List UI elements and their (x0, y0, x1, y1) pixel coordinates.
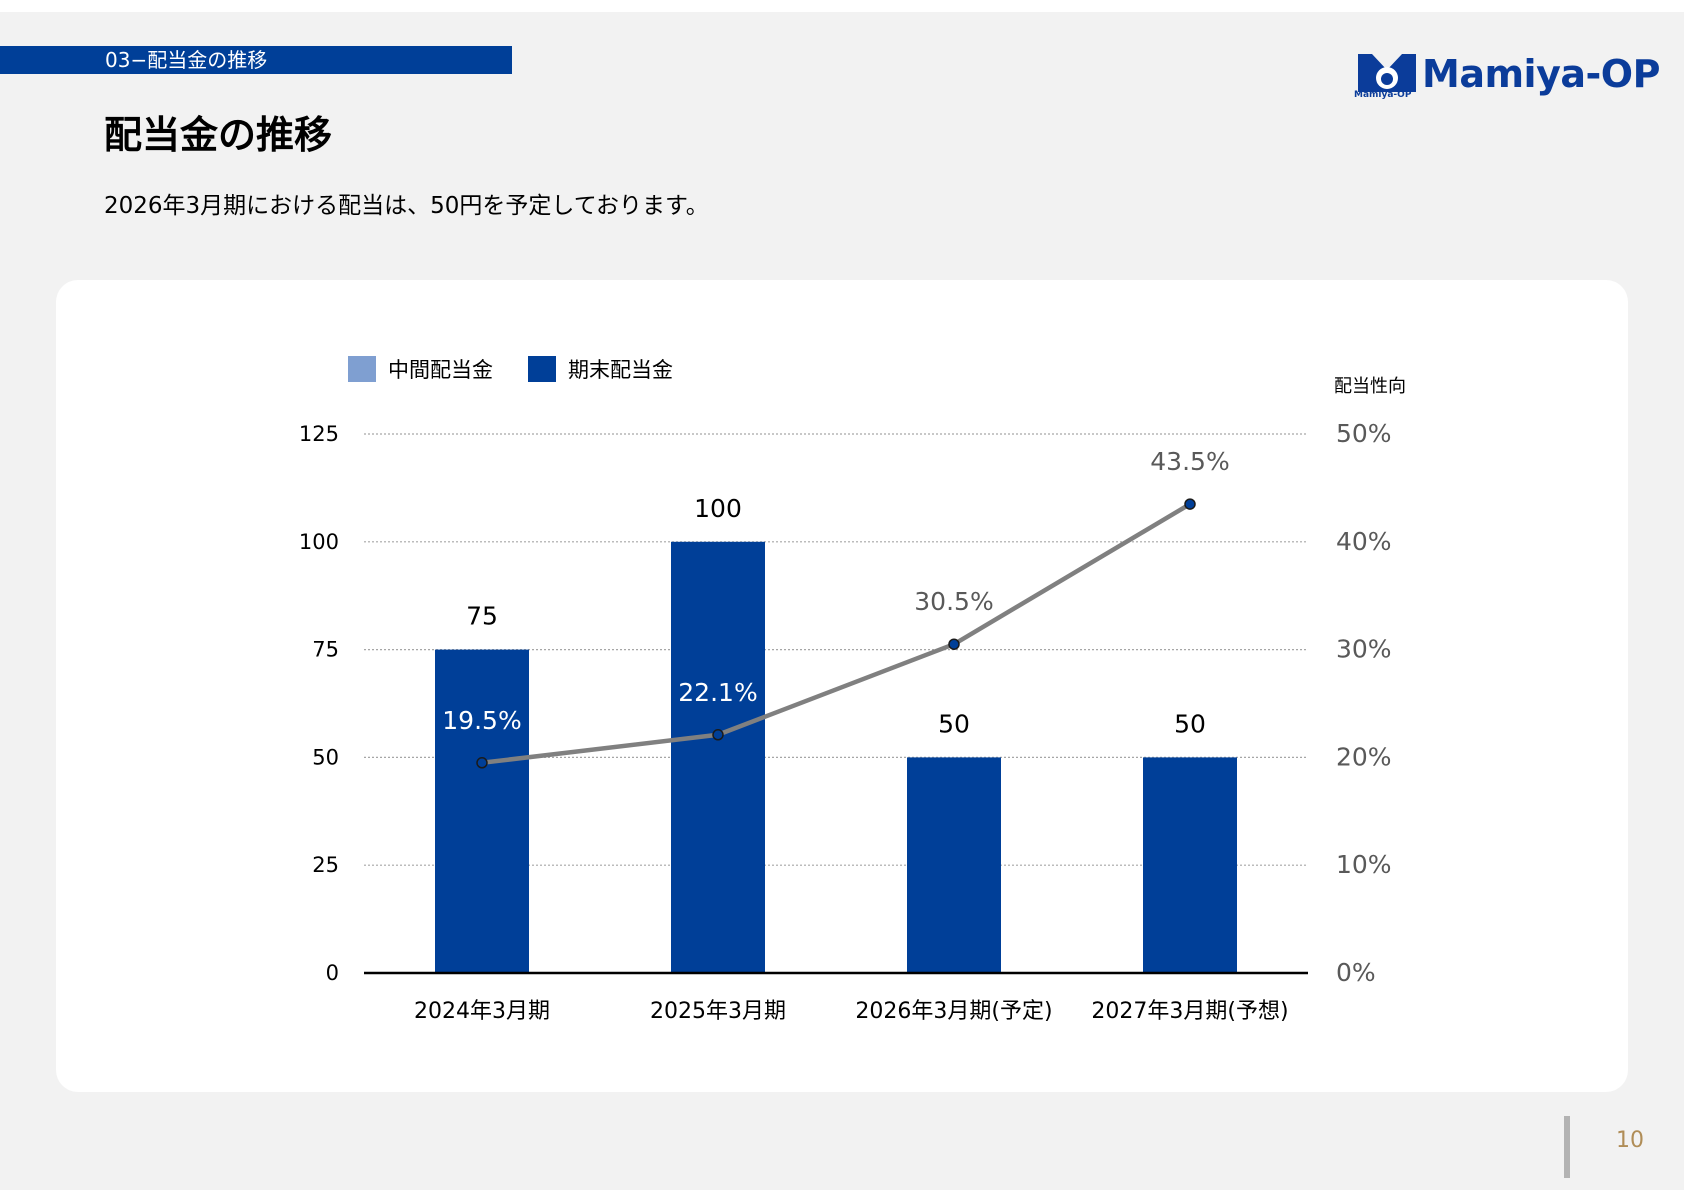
chart-card: 0 25 50 75 100 125 0% 10% 20% 30% 40% 50% 配当性向 75 2024… (56, 280, 1628, 1092)
y-right-tick-label: 0% (1336, 958, 1376, 987)
page-title: 配当金の推移 (104, 113, 333, 157)
bar-value-label: 100 (694, 494, 742, 523)
legend-swatch (348, 356, 376, 382)
x-tick-label: 2027年3月期(予想) (1091, 999, 1288, 1024)
bar-year-end (1143, 757, 1237, 973)
logo-mark-icon (1358, 54, 1416, 92)
x-tick-label: 2026年3月期(予定) (855, 999, 1052, 1024)
legend-swatch (528, 356, 556, 382)
y-left-tick-label: 100 (299, 530, 339, 554)
bar-value-label: 75 (466, 602, 498, 631)
bar-year-end (671, 541, 765, 973)
section-label: 03−配当金の推移 (0, 46, 512, 74)
payout-ratio-point (476, 757, 488, 769)
y-left-tick-label: 75 (312, 638, 339, 662)
y-left-tick-label: 50 (312, 745, 339, 769)
y-right-axis-title: 配当性向 (1334, 376, 1406, 397)
y-left-tick-label: 0 (326, 961, 339, 985)
y-right-tick-label: 10% (1336, 850, 1392, 879)
x-tick-label: 2025年3月期 (650, 999, 786, 1024)
y-left-tick-label: 25 (312, 853, 339, 877)
legend-label: 期末配当金 (568, 358, 673, 382)
bar-value-label: 50 (1174, 709, 1206, 738)
payout-ratio-point (948, 638, 960, 650)
bar-value-label: 50 (938, 709, 970, 738)
legend-label: 中間配当金 (388, 358, 493, 382)
page-number: 10 (1616, 1128, 1644, 1153)
page-subtitle: 2026年3月期における配当は、50円を予定しております。 (104, 193, 709, 219)
payout-ratio-point (1184, 498, 1196, 510)
y-right-tick-label: 30% (1336, 635, 1392, 664)
payout-ratio-point (712, 729, 724, 741)
payout-ratio-label: 30.5% (914, 587, 993, 616)
y-left-tick-label: 125 (299, 422, 339, 446)
bar-year-end (907, 757, 1001, 973)
y-right-tick-label: 20% (1336, 742, 1392, 771)
x-tick-label: 2024年3月期 (414, 999, 550, 1024)
company-logo: Mamiya-OP Mamiya-OP (1352, 48, 1660, 104)
page-number-divider (1564, 1116, 1570, 1178)
dividend-chart: 0 25 50 75 100 125 0% 10% 20% 30% 40% 50% 配当性向 75 2024… (299, 356, 1406, 1024)
payout-ratio-label: 19.5% (442, 706, 521, 735)
payout-ratio-line (481, 502, 1192, 766)
y-right-tick-label: 50% (1336, 419, 1392, 448)
logo-text: Mamiya-OP (1422, 52, 1660, 96)
logo-subtext: Mamiya-OP (1354, 90, 1412, 100)
y-right-tick-label: 40% (1336, 527, 1392, 556)
top-strip (0, 0, 1684, 12)
payout-ratio-label: 43.5% (1150, 447, 1229, 476)
bar-year-end (435, 649, 529, 973)
payout-ratio-label: 22.1% (678, 678, 757, 707)
